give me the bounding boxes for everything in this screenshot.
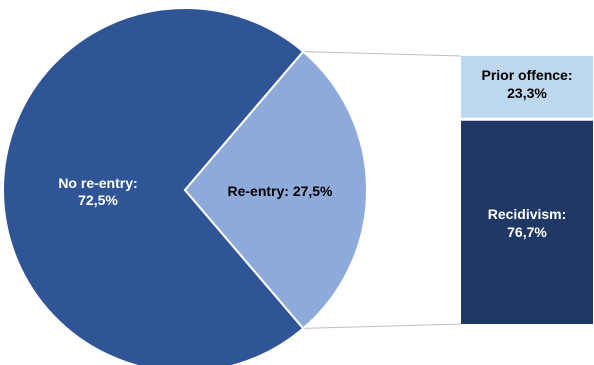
connector-top: [303, 51, 462, 57]
no-reentry-label: No re-entry:: [58, 175, 137, 191]
pie: [2, 7, 369, 365]
breakdown-bar: [461, 56, 593, 325]
recidivism-value: 76,7%: [507, 224, 547, 240]
prior-offence-value: 23,3%: [507, 85, 547, 101]
bar-segment-prior-offence: [461, 56, 593, 118]
reentry-label: Re-entry: 27,5%: [227, 183, 333, 199]
pie-slice-no-reentry: [2, 7, 305, 365]
connector-bottom: [303, 323, 462, 329]
recidivism-label: Recidivism:: [488, 206, 567, 222]
prior-offence-label: Prior offence:: [481, 67, 572, 83]
pie-slice-reentry: [183, 50, 369, 330]
no-reentry-value: 72,5%: [78, 192, 118, 208]
bar-segment-recidivism: [461, 120, 593, 325]
connector-lines: [303, 51, 462, 329]
